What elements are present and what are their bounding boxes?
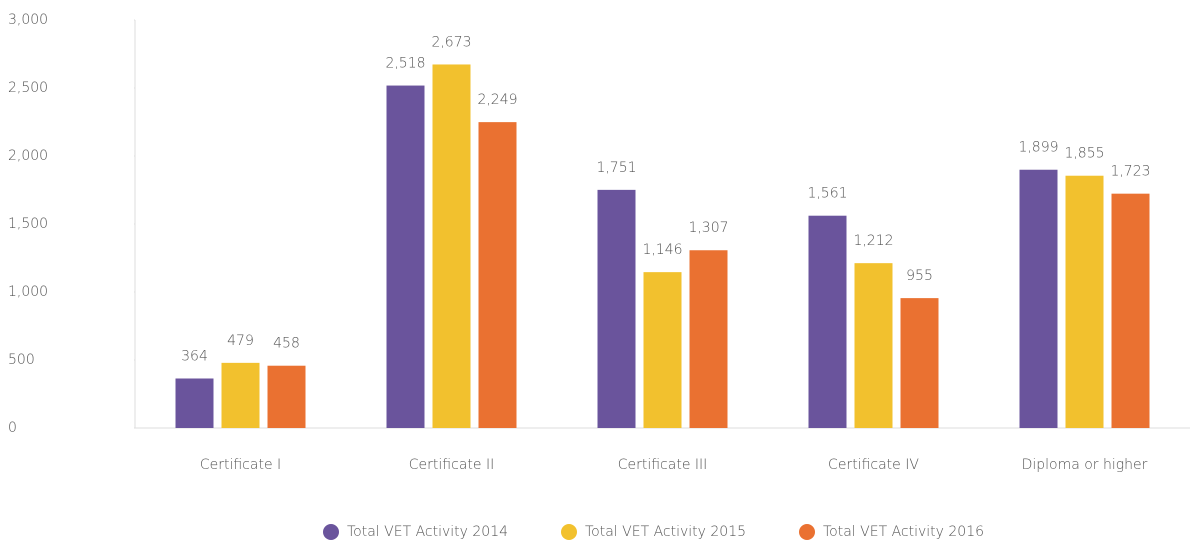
x-tick-label: Diploma or higher: [1022, 457, 1148, 473]
y-tick-label: 0: [8, 420, 17, 436]
data-label: 2,673: [431, 34, 471, 50]
bar: [432, 64, 471, 429]
y-tick-label: 500: [8, 352, 35, 368]
data-label: 1,855: [1064, 146, 1104, 162]
legend-label: Total VET Activity 2016: [823, 524, 984, 540]
data-label: 2,518: [385, 56, 425, 72]
data-label: 479: [227, 333, 254, 349]
data-label: 1,899: [1018, 140, 1058, 156]
legend-swatch: [323, 524, 339, 540]
bar: [1019, 169, 1058, 428]
bar: [689, 250, 728, 428]
y-tick-label: 3,000: [8, 12, 48, 28]
bar: [478, 122, 517, 429]
data-label: 1,561: [807, 186, 847, 202]
y-tick-label: 2,000: [8, 148, 48, 164]
data-label: 1,307: [688, 220, 728, 236]
x-tick-label: Certificate II: [409, 457, 494, 473]
data-label: 2,249: [477, 92, 517, 108]
legend-label: Total VET Activity 2014: [347, 524, 508, 540]
bar: [808, 215, 847, 428]
x-tick-label: Certificate IV: [828, 457, 919, 473]
bar: [1065, 175, 1104, 428]
bar: [1111, 193, 1150, 428]
bar: [900, 298, 939, 428]
bar: [221, 362, 260, 428]
legend-swatch: [799, 524, 815, 540]
data-label: 1,212: [853, 233, 893, 249]
bar: [175, 378, 214, 428]
bar: [386, 85, 425, 428]
x-tick-label: Certificate III: [618, 457, 708, 473]
data-label: 458: [273, 336, 300, 352]
bar: [854, 263, 893, 428]
legend-label: Total VET Activity 2015: [585, 524, 746, 540]
bar: [597, 189, 636, 428]
data-label: 1,751: [596, 160, 636, 176]
bar: [267, 365, 306, 428]
bar: [643, 272, 682, 428]
y-tick-label: 1,000: [8, 284, 48, 300]
data-label: 1,146: [642, 242, 682, 258]
data-label: 1,723: [1110, 164, 1150, 180]
data-label: 364: [181, 348, 208, 364]
y-tick-label: 2,500: [8, 80, 48, 96]
y-tick-label: 1,500: [8, 216, 48, 232]
legend-swatch: [561, 524, 577, 540]
x-tick-label: Certificate I: [200, 457, 281, 473]
data-label: 955: [906, 268, 933, 284]
